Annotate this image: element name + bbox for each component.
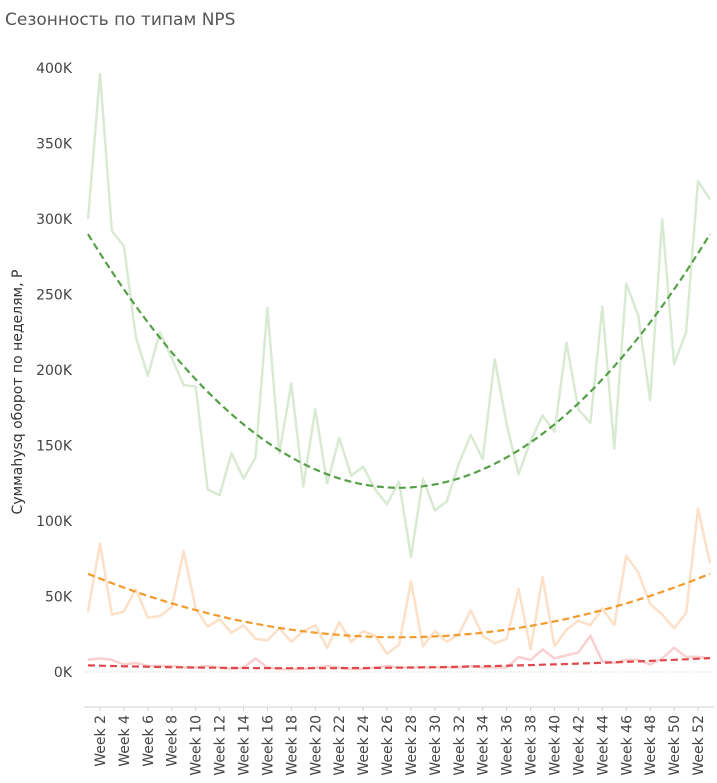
x-tick-label: Week 10 xyxy=(189,715,205,776)
x-tick-label: Week 12 xyxy=(213,715,229,776)
x-tick-label: Week 8 xyxy=(165,715,181,767)
x-tick-label: Week 18 xyxy=(284,715,300,776)
trend-layer xyxy=(87,233,711,670)
trend-line-1 xyxy=(87,233,711,489)
series-line-1 xyxy=(86,72,712,559)
x-tick-label: Week 28 xyxy=(404,715,420,776)
x-tick-label: Week 50 xyxy=(667,715,683,776)
x-tick-label: Week 32 xyxy=(452,715,468,776)
series-line-2 xyxy=(86,507,712,656)
trend-line-2 xyxy=(87,572,711,639)
x-tick-label: Week 14 xyxy=(237,715,253,776)
y-tick-label: 400K xyxy=(36,61,73,77)
x-tick-label: Week 24 xyxy=(356,715,372,776)
y-tick-label: 200K xyxy=(36,363,73,379)
x-tick-label: Week 2 xyxy=(93,715,109,767)
y-tick-label: 300K xyxy=(36,212,73,228)
y-tick-label: 150K xyxy=(36,439,73,455)
chart-title: Сезонность по типам NPS xyxy=(5,10,236,30)
x-tick-label: Week 6 xyxy=(141,715,157,767)
x-tick-label: Week 16 xyxy=(260,715,276,776)
y-tick-label: 50K xyxy=(45,590,73,606)
x-tick-label: Week 48 xyxy=(643,715,659,776)
x-tick-label: Week 46 xyxy=(619,715,635,776)
y-axis-label: Суммаhysq оборот по неделям, Р xyxy=(10,270,26,515)
x-tick-label: Week 36 xyxy=(500,715,516,776)
x-axis: Week 2 Week 4 Week 6 Week 8 Week 10 Week 12 We… xyxy=(84,671,714,776)
x-tick-label: Week 4 xyxy=(117,715,133,767)
y-axis-label-group: Суммаhysq оборот по неделям, Р xyxy=(10,270,26,515)
x-tick-label: Week 42 xyxy=(571,715,587,776)
trend-line-3 xyxy=(87,657,711,670)
y-ticks: 0K 50K 100K 150K 200K 250K 300K 350K 400K xyxy=(36,61,73,681)
x-tick-label: Week 22 xyxy=(332,715,348,776)
y-tick-label: 350K xyxy=(36,137,73,153)
x-tick-label: Week 30 xyxy=(428,715,444,776)
x-tick-label: Week 44 xyxy=(595,715,611,776)
x-tick-label: Week 34 xyxy=(476,715,492,776)
y-tick-label: 250K xyxy=(36,288,73,304)
x-tick-label: Week 26 xyxy=(380,715,396,776)
x-tick-label: Week 40 xyxy=(548,715,564,776)
series-layer xyxy=(86,72,712,671)
x-tick-label: Week 20 xyxy=(308,715,324,776)
x-tick-label: Week 52 xyxy=(691,715,707,776)
y-tick-label: 100K xyxy=(36,514,73,530)
y-tick-label: 0K xyxy=(54,665,73,681)
x-tick-label: Week 38 xyxy=(524,715,540,776)
